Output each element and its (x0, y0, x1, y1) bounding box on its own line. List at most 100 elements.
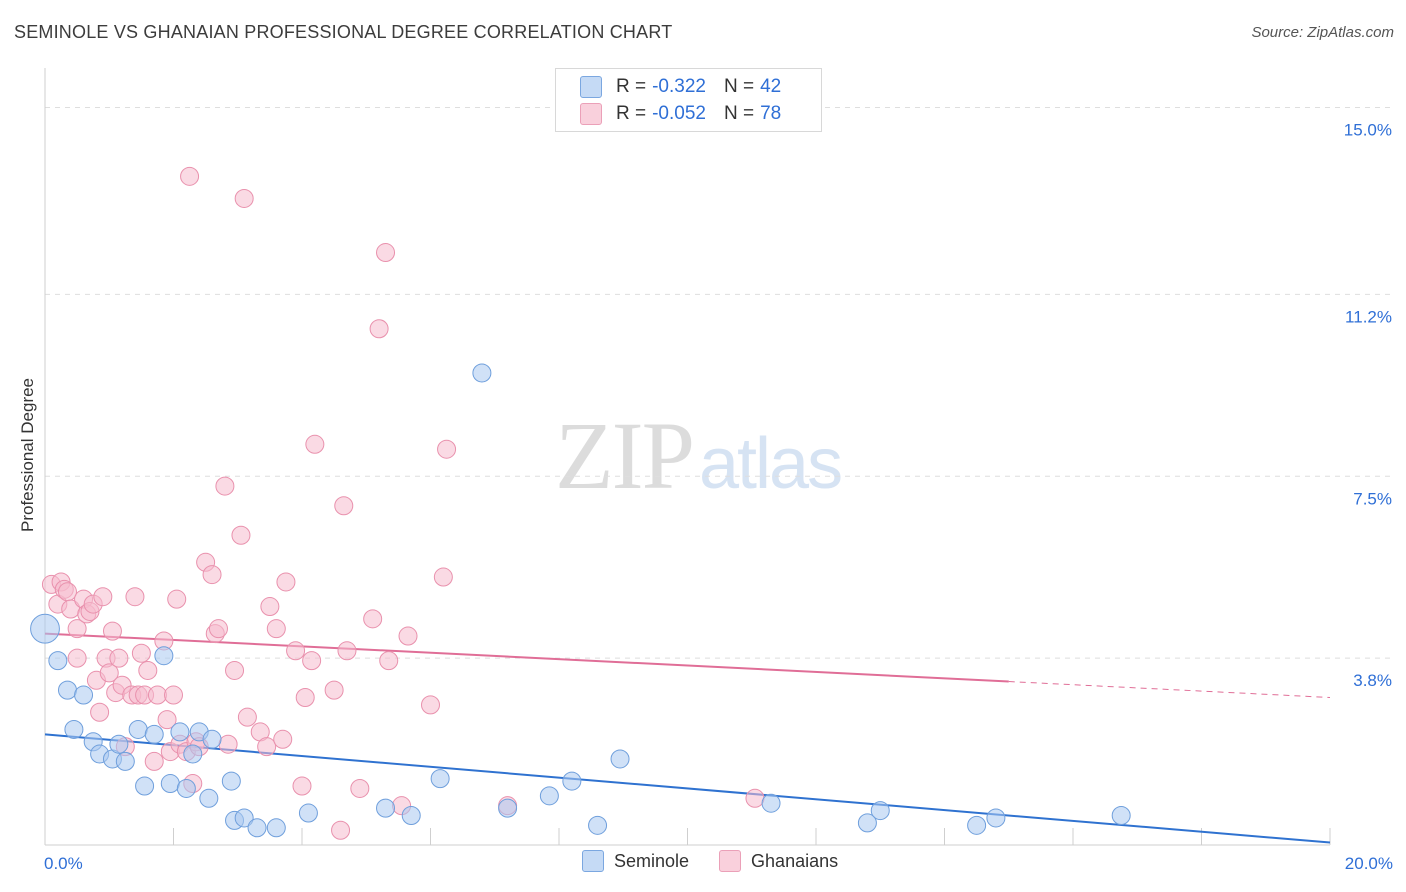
ghanaian-point (437, 439, 457, 459)
ghanaian-trend-line (44, 632, 1009, 683)
r-label: R = (616, 103, 647, 124)
seminole-point (401, 806, 421, 825)
ghanaian-point (125, 587, 145, 607)
seminole-point (761, 793, 781, 813)
seminole-point (128, 719, 148, 739)
series-legend: Seminole Ghanaians (582, 850, 868, 872)
ghanaian-point (334, 496, 354, 516)
ghanaian-point (93, 587, 113, 607)
legend-row-ghanaians: R = -0.052 N = 78 (580, 102, 781, 126)
seminole-point (202, 729, 222, 749)
seminole-point (430, 769, 450, 789)
legend-label: Ghanaians (751, 850, 839, 871)
y-tick-label: 15.0% (1344, 121, 1392, 140)
n-label: N = (723, 76, 755, 97)
r-label: R = (616, 76, 647, 97)
r-value: -0.322 (652, 76, 706, 97)
ghanaian-point (99, 663, 119, 683)
seminole-point (539, 786, 559, 806)
ghanaian-point (369, 319, 389, 339)
watermark-zip: ZIP (555, 402, 695, 509)
watermark: ZIPatlas (555, 400, 843, 511)
seminole-point (64, 719, 84, 739)
seminole-point (115, 751, 135, 771)
ghanaian-point (144, 751, 164, 771)
seminole-point (160, 774, 180, 794)
seminole-point (498, 798, 518, 818)
axes (44, 68, 1331, 846)
ghanaian-point (331, 820, 351, 840)
ghanaian-point (157, 710, 177, 730)
x-tick-label: 0.0% (44, 854, 83, 873)
ghanaian-point (286, 641, 306, 661)
seminole-point (74, 685, 94, 705)
seminole-point (183, 744, 203, 764)
seminole-point (135, 776, 155, 796)
n-label: N = (723, 103, 755, 124)
source-label: Source: ZipAtlas.com (1251, 24, 1394, 41)
ghanaian-point (305, 434, 325, 454)
ghanaian-point (292, 776, 312, 796)
seminole-swatch (582, 850, 604, 872)
ghanaian-point (208, 619, 228, 639)
ghanaian-point (131, 643, 151, 663)
legend-item-ghanaians[interactable]: Ghanaians (719, 850, 838, 872)
ghanaian-point (302, 651, 322, 671)
seminole-point (1111, 806, 1131, 825)
ghanaian-point (276, 572, 296, 592)
watermark-atlas: atlas (699, 424, 843, 504)
seminole-point (610, 749, 630, 769)
ghanaian-point (350, 778, 370, 798)
seminole-point (57, 680, 77, 700)
seminole-point (588, 815, 608, 835)
tick-labels: 3.8% 7.5% 11.2% 15.0% 0.0% 20.0% (44, 121, 1393, 874)
ghanaian-point (180, 166, 200, 186)
seminole-point (109, 734, 129, 754)
legend-row-seminole: R = -0.322 N = 42 (580, 75, 781, 99)
y-tick-label: 7.5% (1353, 489, 1392, 508)
ghanaian-point (337, 641, 357, 661)
ghanaian-point (234, 188, 254, 208)
seminole-point (247, 818, 267, 838)
ghanaian-point (231, 525, 251, 545)
ghanaian-point (295, 688, 315, 707)
ghanaian-point (433, 567, 453, 587)
ghanaian-point (57, 582, 77, 602)
ghanaian-trend-extension (1008, 681, 1331, 698)
ghanaian-point (225, 660, 245, 680)
ghanaian-point (167, 589, 187, 609)
ghanaian-point (138, 660, 158, 680)
ghanaian-point (273, 729, 293, 749)
seminole-point (376, 798, 396, 818)
ghanaian-point (102, 621, 122, 641)
seminole-point (857, 813, 877, 833)
ghanaian-point (67, 648, 87, 668)
seminole-point (234, 808, 254, 828)
ghanaian-point (218, 734, 238, 754)
ghanaian-point (202, 565, 222, 585)
seminole-point (199, 788, 219, 808)
ghanaian-point (237, 707, 257, 727)
seminole-point (967, 815, 987, 835)
ghanaian-point (90, 702, 110, 722)
seminole-point (298, 803, 318, 823)
ghanaian-point (376, 243, 396, 263)
ghanaian-point (215, 476, 235, 496)
ghanaians-swatch (719, 850, 742, 872)
ghanaian-point (109, 648, 129, 668)
r-value: -0.052 (652, 103, 706, 124)
ghanaian-point (266, 619, 286, 639)
correlation-legend: R = -0.322 N = 42 R = -0.052 N = 78 (555, 68, 822, 132)
ghanaian-point (164, 685, 183, 705)
seminole-swatch (580, 76, 602, 98)
seminole-point (870, 801, 890, 821)
ghanaian-point (398, 626, 418, 646)
ghanaian-point (379, 651, 399, 671)
seminole-point (176, 778, 196, 798)
legend-item-seminole[interactable]: Seminole (582, 850, 689, 872)
seminole-point (472, 363, 492, 383)
x-tick-label: 20.0% (1345, 854, 1393, 873)
seminole-point (30, 613, 60, 644)
seminole-point (48, 651, 68, 671)
ghanaian-point (257, 737, 277, 757)
